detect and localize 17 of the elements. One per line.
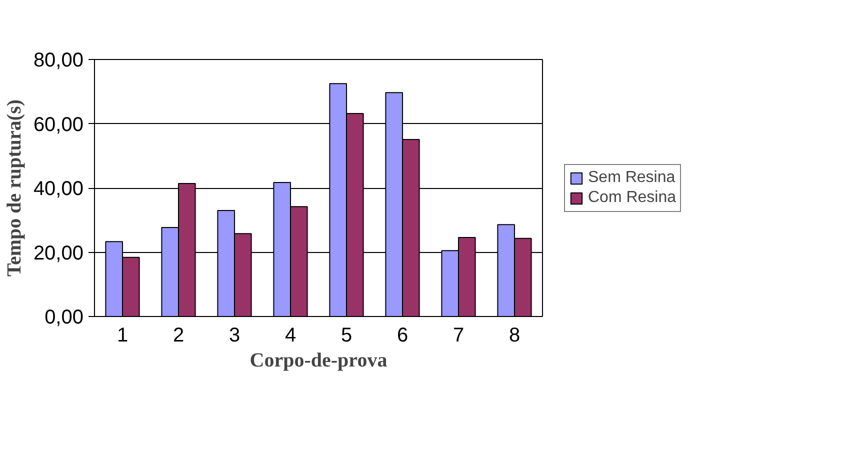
y-tick-label: 0,00 <box>44 306 84 328</box>
legend-label: Sem Resina <box>588 168 676 186</box>
x-tick-label: 5 <box>340 324 352 346</box>
y-tick-label: 80,00 <box>33 50 84 72</box>
x-tick-label: 1 <box>116 324 128 346</box>
x-tick-label: 7 <box>452 324 464 346</box>
x-tick-label: 2 <box>172 324 184 346</box>
y-tick-label: 40,00 <box>33 178 84 200</box>
x-tick-label: 6 <box>396 324 408 346</box>
y-tick-label: 20,00 <box>33 242 84 264</box>
y-axis-title: Tempo de ruptura(s) <box>3 99 26 277</box>
x-tick-label: 3 <box>228 324 240 346</box>
x-tick-label: 4 <box>284 324 296 346</box>
x-axis-title: Corpo-de-prova <box>250 350 388 372</box>
legend-label: Com Resina <box>588 188 676 206</box>
x-tick-label: 8 <box>508 324 520 346</box>
y-tick-label: 60,00 <box>33 114 84 136</box>
